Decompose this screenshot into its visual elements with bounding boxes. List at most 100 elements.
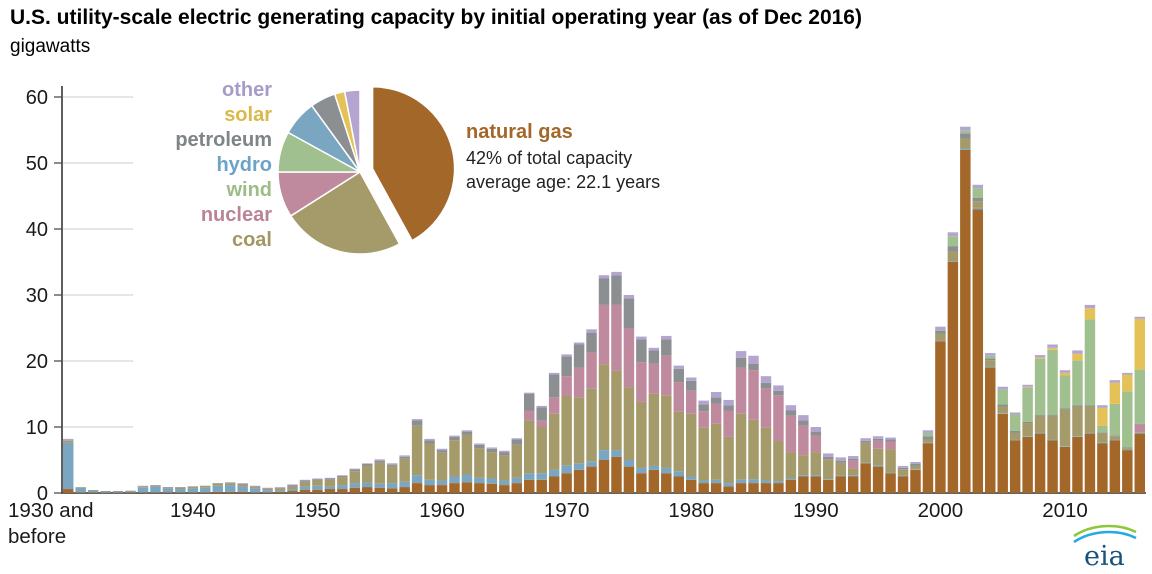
- bar-segment-petroleum: [486, 448, 498, 453]
- bar-segment-hydro: [823, 479, 834, 480]
- bar-segment-nuclear: [710, 403, 722, 424]
- bar-segment-petroleum: [798, 420, 809, 426]
- bar-segment-petroleum: [636, 339, 647, 363]
- bar-segment-hydro: [760, 480, 772, 484]
- bar-segment-nuclear: [723, 410, 734, 437]
- bar-segment-coal: [399, 458, 410, 482]
- bar-segment-other: [985, 353, 996, 356]
- bar-segment-hydro: [835, 475, 846, 477]
- bar-segment-petroleum: [661, 339, 672, 356]
- bar-segment-other: [910, 461, 921, 464]
- bar-segment-coal: [524, 420, 535, 474]
- bar-segment-coal: [374, 462, 385, 484]
- bar-segment-petroleum: [985, 358, 996, 361]
- bar-segment-other: [411, 419, 423, 421]
- bar-segment-petroleum: [362, 463, 373, 466]
- bar-segment-natural-gas: [150, 492, 161, 493]
- bar-segment-hydro: [386, 483, 398, 489]
- bar-segment-hydro: [860, 462, 871, 464]
- bar-segment-other: [586, 329, 597, 333]
- bar-segment-natural-gas: [112, 492, 124, 494]
- bar-segment-coal: [748, 419, 759, 480]
- bar-segment-coal: [1097, 432, 1108, 443]
- legend-item-other: other: [222, 79, 272, 101]
- bar-segment-petroleum: [648, 350, 660, 364]
- bar-segment-hydro: [274, 490, 286, 492]
- bar-segment-natural-gas: [648, 469, 660, 493]
- bar-segment-other: [810, 427, 822, 432]
- bar-segment-nuclear: [598, 304, 610, 365]
- bar-segment-coal: [100, 491, 111, 492]
- bar-segment-natural-gas: [187, 492, 199, 493]
- bar-segment-natural-gas: [710, 483, 722, 493]
- bar-segment-other: [972, 184, 984, 189]
- bar-segment-solar: [1122, 374, 1133, 392]
- bar-segment-nuclear: [810, 435, 822, 453]
- bar-segment-hydro: [224, 485, 236, 492]
- bar-segment-petroleum: [212, 483, 223, 484]
- bar-segment-coal: [823, 459, 834, 480]
- bar-segment-coal: [623, 387, 635, 460]
- bar-segment-coal: [87, 490, 99, 491]
- bar-segment-other: [561, 354, 572, 357]
- bar-segment-other: [474, 443, 485, 445]
- bar-segment-petroleum: [200, 485, 211, 487]
- bar-segment-wind: [1009, 414, 1021, 431]
- bar-segment-other: [760, 376, 772, 383]
- bar-segment-coal: [673, 411, 684, 472]
- bar-segment-hydro: [935, 340, 946, 342]
- bar-segment-other: [499, 450, 510, 453]
- bar-segment-petroleum: [474, 444, 485, 449]
- bar-segment-hydro: [511, 477, 523, 484]
- bar-segment-natural-gas: [661, 473, 672, 493]
- bar-segment-coal: [598, 364, 610, 451]
- bar-segment-coal: [922, 439, 934, 443]
- bar-segment-other: [636, 336, 647, 340]
- bar-segment-other: [324, 477, 336, 479]
- x-tick-label: 1960: [419, 499, 465, 522]
- legend-item-hydro: hydro: [216, 154, 272, 176]
- bar-segment-coal: [1072, 406, 1083, 437]
- bar-segment-solar: [1109, 382, 1121, 404]
- bar-segment-coal: [897, 469, 909, 476]
- bar-segment-hydro: [499, 480, 510, 486]
- bar-segment-petroleum: [823, 456, 834, 460]
- legend-item-wind: wind: [226, 179, 272, 201]
- bar-segment-hydro: [125, 491, 136, 493]
- bar-segment-natural-gas: [723, 486, 734, 493]
- bar-segment-natural-gas: [100, 492, 111, 494]
- bar-segment-hydro: [75, 487, 86, 493]
- bar-segment-wind: [947, 236, 959, 247]
- bar-segment-petroleum: [1109, 435, 1121, 437]
- bar-segment-natural-gas: [985, 367, 996, 493]
- bar-segment-natural-gas: [87, 492, 99, 493]
- bar-segment-natural-gas: [1009, 440, 1021, 493]
- x-tick-label: 1990: [793, 499, 839, 522]
- bar-segment-coal: [287, 486, 298, 490]
- bar-segment-other: [611, 271, 622, 276]
- bar-segment-hydro: [872, 465, 884, 467]
- bar-segment-coal: [511, 444, 523, 478]
- bar-segment-natural-gas: [162, 492, 174, 493]
- bar-segment-other: [1097, 405, 1108, 408]
- bar-segment-petroleum: [262, 488, 273, 490]
- bar-segment-hydro: [411, 475, 423, 484]
- bar-segment-natural-gas: [636, 473, 647, 493]
- bar-segment-petroleum: [773, 390, 784, 396]
- y-tick-label: 10: [26, 417, 48, 439]
- bar-segment-coal: [536, 427, 547, 474]
- bar-segment-coal: [362, 465, 373, 483]
- x-tick-label: 1980: [668, 499, 714, 522]
- bar-segment-coal: [224, 483, 236, 486]
- pie-slice-coal: [289, 170, 401, 255]
- bar-segment-wind: [922, 432, 934, 437]
- legend-item-solar: solar: [224, 104, 272, 126]
- bar-segment-hydro: [175, 489, 186, 493]
- bar-segment-hydro: [187, 488, 199, 493]
- bar-segment-natural-gas: [386, 488, 398, 493]
- bar-segment-other: [860, 438, 871, 441]
- bar-segment-other: [262, 487, 273, 489]
- bar-segment-natural-gas: [798, 476, 809, 493]
- bar-segment-hydro: [100, 491, 111, 493]
